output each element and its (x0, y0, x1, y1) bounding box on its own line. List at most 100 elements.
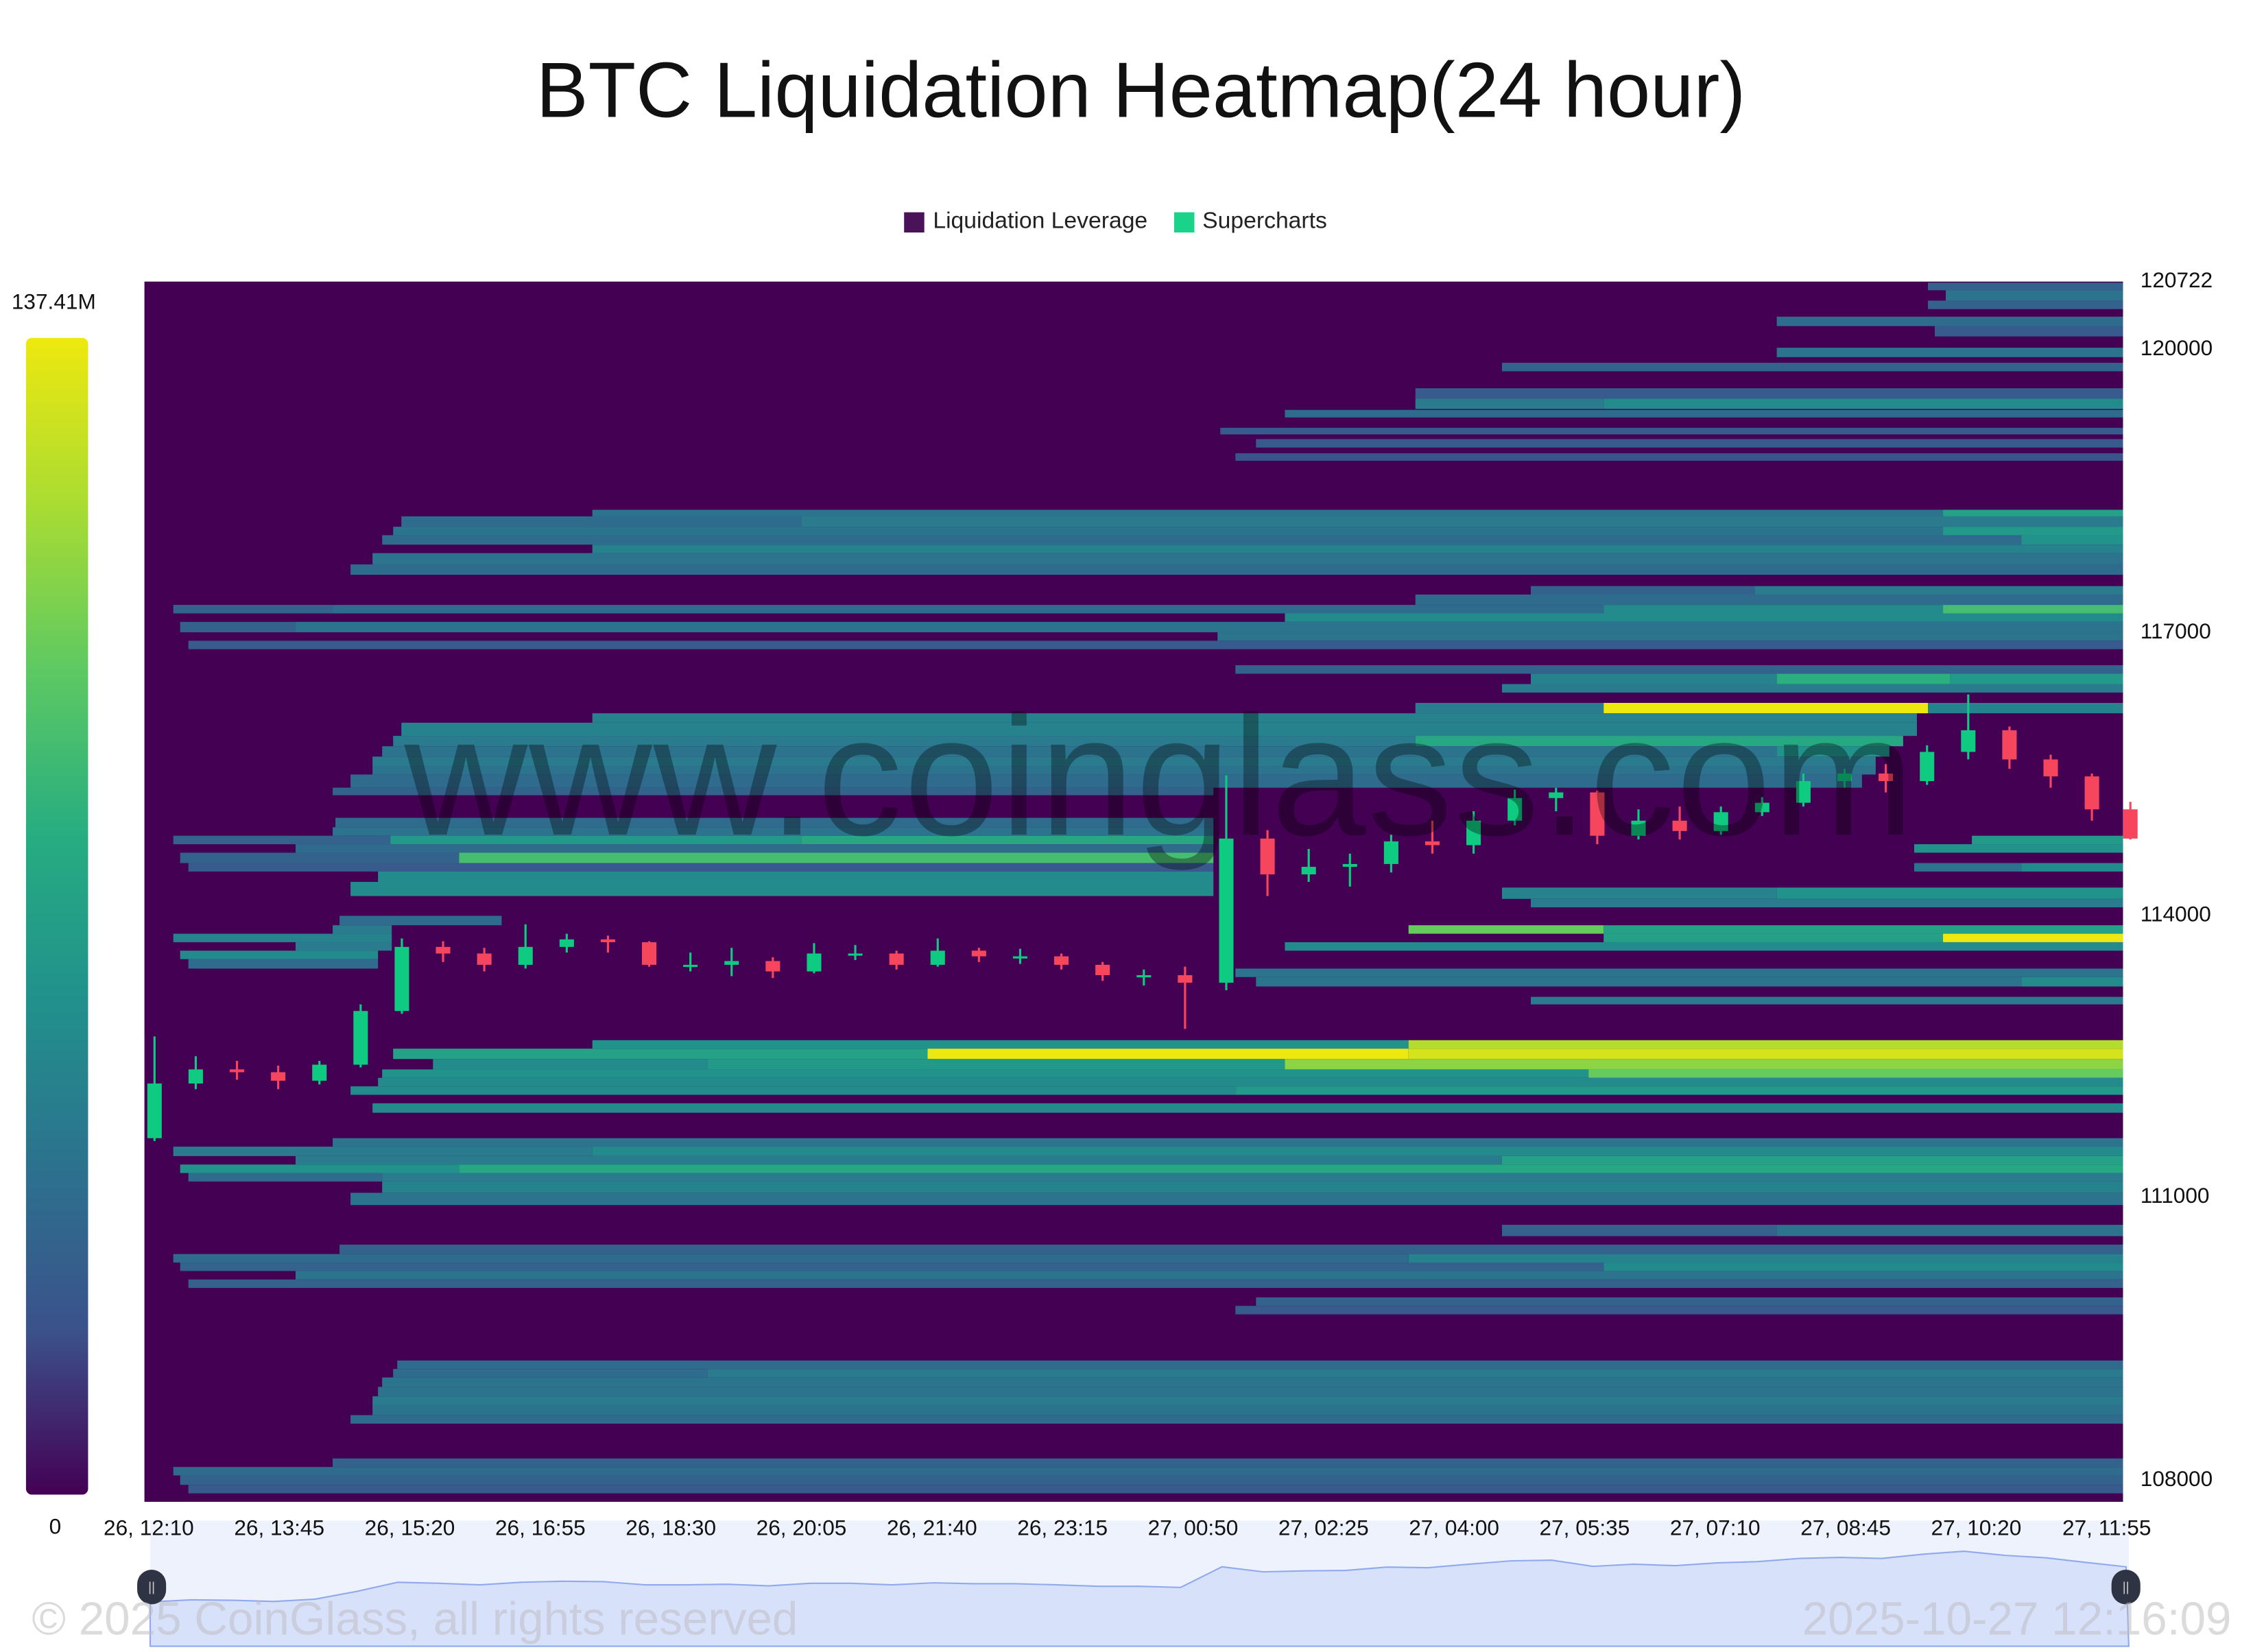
candle-body[interactable] (1178, 975, 1193, 983)
candle-body[interactable] (1424, 841, 1440, 846)
candle-body[interactable] (1054, 956, 1069, 965)
heatmap-cell[interactable] (433, 1059, 708, 1070)
heatmap-cell[interactable] (393, 736, 1416, 747)
heatmap-cell[interactable] (350, 1086, 1236, 1095)
heatmap-cell[interactable] (378, 1387, 2123, 1397)
heatmap-cell[interactable] (1927, 283, 2123, 291)
candle-body[interactable] (683, 964, 698, 968)
heatmap-cell[interactable] (1235, 968, 2123, 977)
candle-body[interactable] (518, 946, 533, 965)
candle-body[interactable] (1590, 792, 1605, 836)
heatmap-cell[interactable] (1408, 925, 1604, 934)
candle-body[interactable] (642, 942, 657, 965)
heatmap-cell[interactable] (801, 516, 2123, 527)
heatmap-cell[interactable] (401, 722, 1917, 737)
candle-body[interactable] (765, 961, 780, 972)
heatmap-cell[interactable] (1415, 702, 1604, 714)
heatmap-cell[interactable] (1935, 326, 2123, 337)
candle-body[interactable] (1879, 774, 1894, 782)
heatmap-cell[interactable] (393, 1049, 928, 1060)
legend-item-supercharts[interactable]: Supercharts (1173, 209, 1327, 235)
heatmap-cell[interactable] (459, 1164, 2123, 1173)
heatmap-cell[interactable] (1604, 933, 1944, 942)
heatmap-cell[interactable] (350, 774, 1862, 788)
heatmap-cell[interactable] (180, 950, 379, 959)
heatmap-cell[interactable] (188, 641, 2123, 649)
heatmap-cell[interactable] (173, 933, 392, 942)
candle-body[interactable] (1631, 820, 1646, 836)
heatmap-cell[interactable] (333, 605, 1604, 614)
navigator-right-handle[interactable]: || (2111, 1569, 2141, 1605)
heatmap-cell[interactable] (592, 1147, 2123, 1156)
heatmap-cell[interactable] (927, 1049, 1409, 1060)
colorbar[interactable] (25, 337, 88, 1495)
heatmap-cell[interactable] (1531, 673, 1777, 684)
navigator-left-handle[interactable]: || (137, 1569, 167, 1605)
heatmap-cell[interactable] (350, 882, 1214, 896)
heatmap-cell[interactable] (1408, 1049, 2123, 1060)
heatmap-cell[interactable] (1531, 996, 2123, 1005)
heatmap-cell[interactable] (1256, 439, 2123, 448)
heatmap-cell[interactable] (707, 1059, 1285, 1070)
candle-body[interactable] (477, 953, 492, 965)
heatmap-cell[interactable] (1943, 605, 2123, 614)
heatmap-cell[interactable] (188, 1485, 2123, 1494)
heatmap-cell[interactable] (350, 564, 2123, 575)
heatmap-cell[interactable] (1408, 1040, 2123, 1049)
heatmap-cell[interactable] (180, 852, 460, 863)
candle-body[interactable] (1961, 730, 1976, 752)
heatmap-cell[interactable] (1776, 673, 1951, 684)
heatmap-cell[interactable] (401, 516, 802, 527)
heatmap-cell[interactable] (801, 835, 1214, 845)
heatmap-cell[interactable] (393, 527, 1944, 536)
heatmap-cell[interactable] (333, 1138, 2123, 1147)
candle-body[interactable] (147, 1084, 162, 1138)
heatmap-cell[interactable] (1604, 605, 1944, 614)
heatmap-cell[interactable] (333, 925, 392, 934)
candle-body[interactable] (2084, 776, 2099, 810)
candle-body[interactable] (848, 953, 863, 956)
candle-body[interactable] (1342, 863, 1357, 867)
heatmap-cell[interactable] (378, 1077, 2123, 1087)
heatmap-cell[interactable] (1531, 586, 1755, 595)
heatmap-cell[interactable] (1943, 510, 2123, 516)
heatmap-cell[interactable] (1604, 925, 2123, 934)
heatmap-cell[interactable] (335, 817, 1214, 828)
heatmap-cell[interactable] (707, 1369, 2123, 1378)
heatmap-cell[interactable] (390, 835, 802, 845)
heatmap-cell[interactable] (1256, 1297, 2123, 1306)
heatmap-cell[interactable] (173, 1254, 1409, 1263)
heatmap-cell[interactable] (1972, 835, 2123, 845)
candle-body[interactable] (1507, 798, 1523, 821)
heatmap-cell[interactable] (1501, 1225, 1777, 1236)
heatmap-cell[interactable] (382, 1377, 2123, 1387)
heatmap-cell[interactable] (333, 1458, 2123, 1468)
candle-body[interactable] (1219, 838, 1234, 983)
heatmap-cell[interactable] (295, 844, 1214, 853)
heatmap-cell[interactable] (333, 827, 1214, 836)
candle-body[interactable] (1796, 781, 1811, 803)
heatmap-cell[interactable] (592, 713, 1917, 723)
heatmap-cell[interactable] (188, 1173, 383, 1182)
heatmap-cell[interactable] (372, 1396, 2123, 1405)
heatmap-cell[interactable] (1217, 632, 2123, 641)
heatmap-cell[interactable] (1501, 1156, 2123, 1165)
candle-body[interactable] (1095, 964, 1110, 976)
heatmap-cell[interactable] (1285, 942, 2123, 951)
heatmap-cell[interactable] (295, 1156, 1502, 1165)
heatmap-cell[interactable] (2021, 863, 2123, 872)
heatmap-cell[interactable] (333, 787, 1214, 795)
heatmap-cell[interactable] (1776, 887, 2123, 899)
heatmap-cell[interactable] (1776, 316, 2123, 326)
candle-body[interactable] (353, 1011, 368, 1065)
heatmap-cell[interactable] (397, 1360, 2123, 1369)
heatmap-cell[interactable] (173, 605, 333, 614)
heatmap-cell[interactable] (1256, 977, 2022, 987)
heatmap-cell[interactable] (1531, 898, 2123, 908)
heatmap-cell[interactable] (1943, 527, 2123, 536)
heatmap-cell[interactable] (1914, 863, 2022, 872)
heatmap-cell[interactable] (382, 535, 2022, 545)
candle-body[interactable] (724, 961, 739, 965)
heatmap-cell[interactable] (1588, 1069, 2123, 1078)
heatmap-cell[interactable] (350, 1193, 2123, 1206)
